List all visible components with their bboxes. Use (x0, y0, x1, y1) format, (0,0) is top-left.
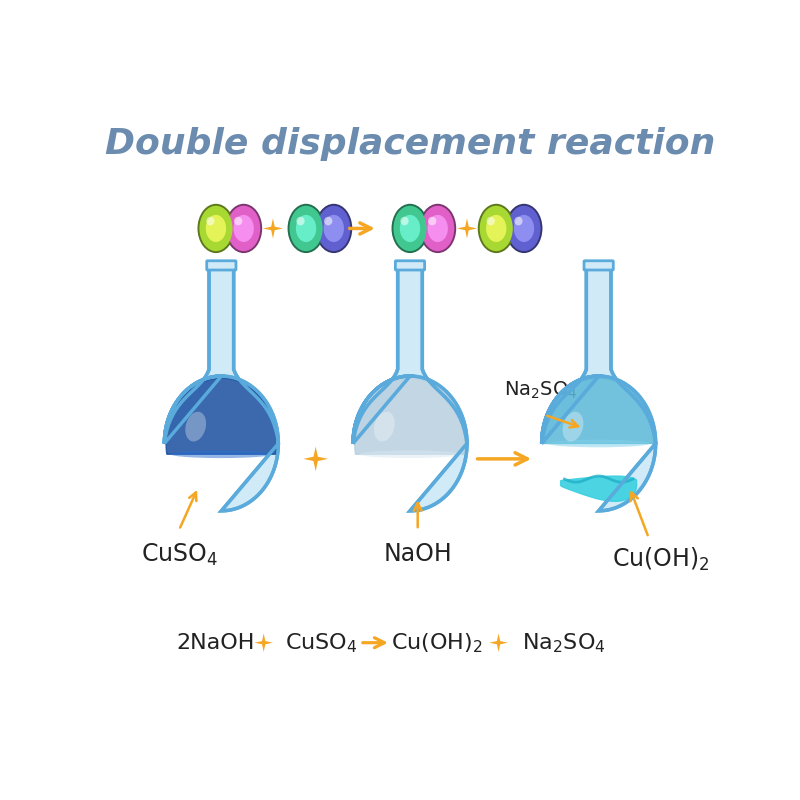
Ellipse shape (318, 206, 350, 251)
Ellipse shape (391, 204, 429, 253)
Ellipse shape (507, 206, 541, 251)
Ellipse shape (206, 217, 214, 226)
Ellipse shape (226, 204, 262, 253)
Text: Na$_2$SO$_4$: Na$_2$SO$_4$ (504, 380, 578, 401)
Ellipse shape (234, 215, 254, 242)
Text: Cu(OH)$_2$: Cu(OH)$_2$ (611, 546, 709, 573)
Ellipse shape (206, 215, 226, 242)
Ellipse shape (324, 215, 344, 242)
Ellipse shape (170, 450, 272, 458)
Ellipse shape (296, 217, 305, 226)
Ellipse shape (562, 412, 583, 442)
Ellipse shape (427, 215, 448, 242)
Ellipse shape (199, 206, 233, 251)
Ellipse shape (428, 217, 436, 226)
Ellipse shape (324, 217, 332, 226)
Ellipse shape (486, 215, 506, 242)
Ellipse shape (514, 217, 522, 226)
Ellipse shape (315, 204, 352, 253)
Polygon shape (254, 634, 273, 652)
Ellipse shape (234, 217, 242, 226)
Polygon shape (354, 378, 466, 454)
Ellipse shape (296, 215, 316, 242)
Text: Na$_2$SO$_4$: Na$_2$SO$_4$ (522, 631, 606, 654)
Polygon shape (353, 266, 467, 511)
Text: CuSO$_4$: CuSO$_4$ (286, 631, 358, 654)
Ellipse shape (478, 204, 514, 253)
Ellipse shape (421, 206, 454, 251)
Ellipse shape (400, 217, 409, 226)
Polygon shape (457, 218, 477, 238)
Polygon shape (543, 378, 654, 443)
Polygon shape (490, 634, 508, 652)
Polygon shape (263, 218, 283, 238)
Text: Cu(OH)$_2$: Cu(OH)$_2$ (391, 631, 483, 654)
Polygon shape (164, 266, 278, 511)
Text: 2NaOH: 2NaOH (177, 633, 255, 653)
Text: Double displacement reaction: Double displacement reaction (105, 126, 715, 161)
Ellipse shape (486, 217, 495, 226)
Ellipse shape (359, 450, 461, 458)
Ellipse shape (287, 204, 325, 253)
Ellipse shape (400, 215, 420, 242)
Text: NaOH: NaOH (383, 542, 452, 566)
Ellipse shape (374, 412, 394, 442)
Ellipse shape (419, 204, 456, 253)
Ellipse shape (514, 215, 534, 242)
Polygon shape (542, 266, 656, 511)
Ellipse shape (480, 206, 513, 251)
Polygon shape (166, 378, 277, 454)
FancyBboxPatch shape (584, 261, 614, 270)
Ellipse shape (227, 206, 260, 251)
Ellipse shape (506, 204, 542, 253)
Polygon shape (561, 476, 637, 502)
Text: CuSO$_4$: CuSO$_4$ (141, 542, 218, 568)
Ellipse shape (186, 412, 206, 442)
Ellipse shape (290, 206, 322, 251)
FancyBboxPatch shape (206, 261, 236, 270)
Ellipse shape (198, 204, 234, 253)
Ellipse shape (547, 440, 650, 447)
FancyBboxPatch shape (395, 261, 425, 270)
Ellipse shape (394, 206, 426, 251)
Polygon shape (303, 446, 328, 471)
